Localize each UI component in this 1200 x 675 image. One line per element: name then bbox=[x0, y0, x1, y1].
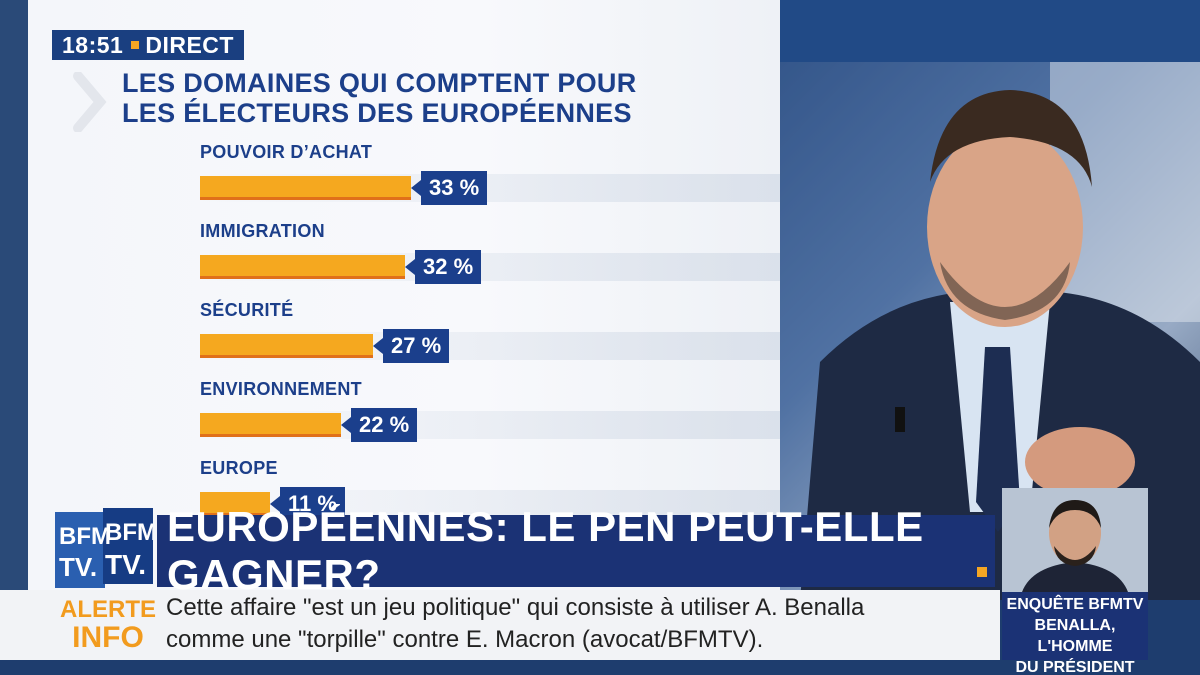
svg-text:TV.: TV. bbox=[105, 549, 146, 580]
info-label: INFO bbox=[72, 621, 144, 654]
top-strip bbox=[780, 0, 1200, 62]
bar-category-label: POUVOIR D’ACHAT bbox=[200, 142, 373, 162]
left-edge bbox=[0, 0, 28, 600]
bar-row: EUROPE 11 % bbox=[200, 458, 780, 524]
bar-value-label: 22 % bbox=[340, 408, 418, 442]
bfmtv-logo: BFM TV. BFM TV. bbox=[55, 508, 153, 588]
headline-banner: EUROPÉENNES: LE PEN PEUT-ELLE GAGNER? bbox=[157, 503, 995, 598]
chevron-icon bbox=[73, 72, 107, 132]
bar-value-label: 33 % bbox=[410, 171, 488, 205]
headline-text: EUROPÉENNES: LE PEN PEUT-ELLE GAGNER? bbox=[167, 503, 924, 598]
news-ticker bbox=[0, 590, 1000, 660]
inset-caption: ENQUÊTE BFMTV BENALLA, L'HOMME DU PRÉSID… bbox=[1002, 592, 1148, 675]
inset-line2: BENALLA, L'HOMME bbox=[1034, 617, 1116, 655]
bar bbox=[200, 492, 270, 516]
headline-accent bbox=[977, 567, 987, 577]
bar bbox=[200, 255, 405, 279]
bar bbox=[200, 176, 411, 200]
bar-row: IMMIGRATION 32 % bbox=[200, 221, 780, 287]
inset-line1: ENQUÊTE BFMTV bbox=[1006, 596, 1144, 613]
ticker-line2: comme une "torpille" contre E. Macron (a… bbox=[166, 626, 764, 653]
ticker-text: Cette affaire "est un jeu politique" qui… bbox=[166, 592, 996, 656]
chart-title-line1: LES DOMAINES QUI COMPTENT POUR bbox=[122, 68, 637, 98]
ticker-line1: Cette affaire "est un jeu politique" qui… bbox=[166, 594, 865, 621]
alert-info-label: ALERTE INFO bbox=[58, 596, 158, 654]
svg-text:BFM: BFM bbox=[59, 523, 111, 550]
chart-title-line2: LES ÉLECTEURS DES EUROPÉENNES bbox=[122, 98, 632, 128]
bar-row: ENVIRONNEMENT 22 % bbox=[200, 379, 780, 445]
inset-line3: DU PRÉSIDENT bbox=[1015, 659, 1135, 675]
alert-label: ALERTE bbox=[60, 596, 156, 623]
clock-time: 18:51 bbox=[62, 31, 124, 58]
bar-category-label: SÉCURITÉ bbox=[200, 300, 294, 320]
bar-value-label: 32 % bbox=[404, 250, 482, 284]
live-label: DIRECT bbox=[145, 31, 234, 58]
svg-text:TV.: TV. bbox=[59, 552, 97, 582]
bar-row: POUVOIR D’ACHAT 33 % bbox=[200, 142, 780, 208]
bar-row: SÉCURITÉ 27 % bbox=[200, 300, 780, 366]
chart-title: LES DOMAINES QUI COMPTENT POUR LES ÉLECT… bbox=[122, 68, 762, 128]
bar bbox=[200, 413, 341, 437]
bar-category-label: ENVIRONNEMENT bbox=[200, 379, 362, 399]
bar-value-label: 27 % bbox=[372, 329, 450, 363]
bottom-strip bbox=[0, 660, 1200, 675]
bar-category-label: IMMIGRATION bbox=[200, 221, 325, 241]
bar-category-label: EUROPE bbox=[200, 458, 278, 478]
bar bbox=[200, 334, 373, 358]
svg-text:BFM: BFM bbox=[105, 519, 153, 546]
separator-dot bbox=[131, 41, 140, 49]
live-badge: 18:51 DIRECT bbox=[52, 30, 244, 60]
inset-portrait bbox=[1002, 488, 1148, 592]
